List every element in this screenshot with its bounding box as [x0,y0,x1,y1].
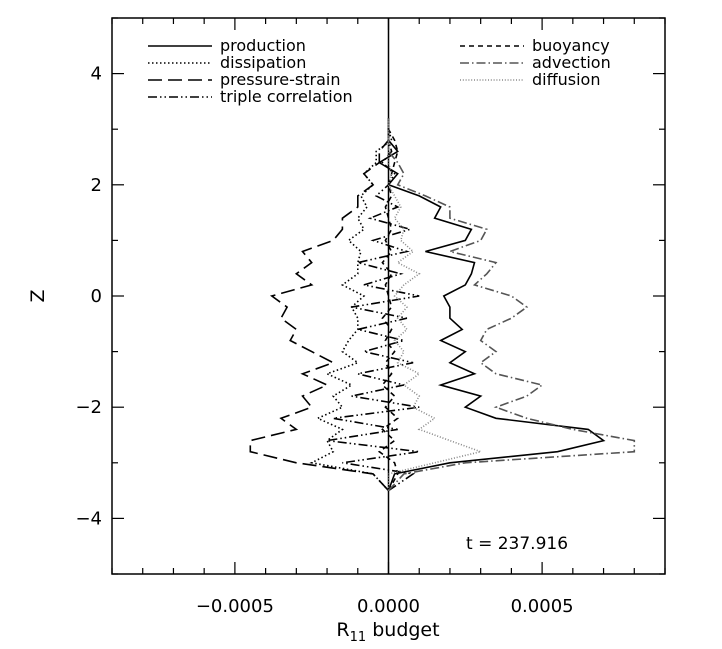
y-axis-title: Z [27,289,49,302]
legend-label-advection: advection [532,53,611,72]
series-lines [249,118,636,492]
series-line-advection [387,118,636,492]
series-line-buoyancy [377,118,399,491]
legend-label-diffusion: diffusion [532,70,600,89]
legend-label-dissipation: dissipation [220,53,306,72]
y-tick-label: −4 [75,508,102,529]
x-axis-title-subscript: 11 [350,630,367,645]
legend-label-triple-correlation: triple correlation [220,87,353,106]
x-axis-title: R11 budget [336,619,439,645]
series-line-pressure-strain [249,118,390,492]
y-tick-label: 2 [91,175,102,196]
x-tick-label: −0.0005 [196,596,274,617]
legend-label-buoyancy: buoyancy [532,36,610,55]
x-axis-title-rest: budget [366,619,439,641]
legend-label-production: production [220,36,306,55]
legend: productiondissipationpressure-straintrip… [148,36,611,106]
axis-ticks [111,17,666,575]
axis-tick-labels: −0.0005 0.0000 0.0005 −4 −2 0 2 4 [75,64,573,617]
series-line-production [377,118,606,491]
x-axis-title-main: R [336,619,349,641]
x-tick-label: 0.0005 [511,596,574,617]
y-tick-label: 0 [91,286,102,307]
series-line-dissipation [309,118,393,492]
legend-label-pressure-strain: pressure-strain [220,70,340,89]
x-tick-label: 0.0000 [357,596,420,617]
y-tick-label: −2 [75,397,102,418]
time-annotation: t = 237.916 [466,534,568,554]
y-tick-label: 4 [91,64,102,85]
series-line-diffusion [387,118,484,491]
